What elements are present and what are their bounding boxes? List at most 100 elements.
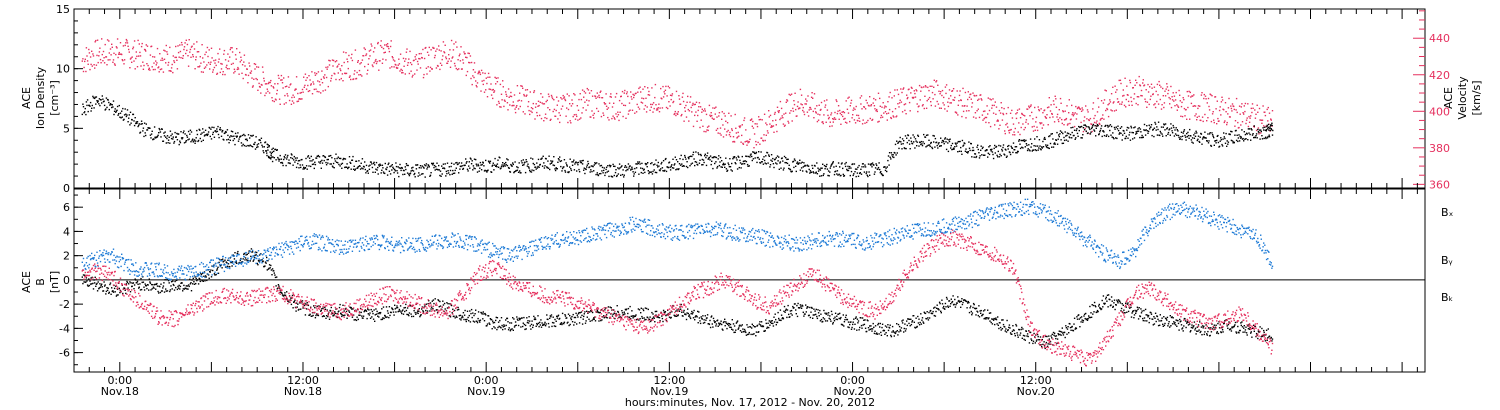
density-point (1155, 129, 1157, 131)
velocity-point (1208, 109, 1211, 111)
bx-point (315, 314, 317, 317)
velocity-point (685, 116, 688, 118)
density-point (518, 162, 520, 164)
velocity-point (893, 116, 895, 118)
velocity-point (908, 88, 910, 90)
density-point (928, 139, 930, 141)
bx-point (270, 269, 273, 271)
velocity-point (574, 94, 576, 96)
velocity-point (119, 53, 121, 55)
density-point (516, 166, 518, 168)
velocity-point (269, 81, 271, 84)
density-point (687, 166, 689, 169)
velocity-point (1218, 120, 1220, 122)
bx-point (258, 260, 260, 263)
velocity-point (146, 63, 148, 65)
density-point (457, 163, 459, 165)
bx-point (288, 301, 290, 303)
density-point (1174, 133, 1177, 135)
density-point (702, 164, 704, 166)
bx-point (564, 315, 567, 317)
velocity-point (655, 104, 657, 106)
bx-point (281, 294, 284, 296)
velocity-point (524, 113, 526, 115)
velocity-point (696, 120, 698, 122)
bx-point (125, 292, 127, 295)
velocity-point (888, 108, 891, 111)
bx-point (396, 306, 399, 309)
density-point (1130, 127, 1133, 129)
velocity-point (965, 110, 968, 112)
velocity-point (1086, 109, 1089, 111)
velocity-point (115, 53, 117, 56)
velocity-point (476, 82, 479, 84)
density-point (975, 155, 978, 158)
velocity-point (1003, 107, 1005, 110)
bx-point (284, 294, 287, 296)
density-point (326, 158, 328, 161)
density-point (214, 130, 217, 132)
density-point (830, 164, 833, 166)
density-point (217, 125, 219, 128)
bx-point (422, 311, 425, 313)
density-point (1243, 140, 1245, 142)
density-point (270, 154, 272, 156)
density-point (768, 154, 770, 156)
velocity-point (659, 107, 661, 109)
density-point (450, 165, 452, 168)
density-point (175, 136, 177, 138)
density-point (1129, 139, 1132, 141)
density-point (300, 166, 302, 169)
density-point (480, 169, 483, 171)
density-point (913, 141, 915, 143)
density-point (481, 163, 483, 166)
velocity-point (224, 73, 226, 76)
density-point (373, 161, 375, 164)
density-point (977, 144, 979, 146)
density-point (1021, 139, 1023, 142)
velocity-point (974, 95, 976, 97)
density-point (286, 158, 288, 160)
density-point (1270, 128, 1272, 130)
velocity-point (109, 48, 112, 50)
velocity-point (331, 59, 334, 61)
bx-point (348, 310, 350, 312)
density-point (831, 163, 833, 165)
bx-point (255, 254, 257, 256)
bx-point (436, 311, 439, 313)
velocity-point (1174, 105, 1176, 107)
density-point (955, 143, 957, 145)
bx-point (200, 272, 202, 275)
velocity-point (977, 108, 979, 110)
density-point (434, 169, 436, 171)
velocity-point (1213, 121, 1215, 124)
bx-point (524, 324, 527, 327)
density-point (1102, 130, 1105, 132)
density-point (671, 167, 674, 169)
velocity-point (896, 115, 898, 117)
bx-point (340, 312, 342, 314)
bx-point (421, 308, 423, 310)
velocity-point (270, 85, 273, 87)
bx-point (234, 252, 236, 254)
density-point (391, 169, 393, 171)
density-point (738, 166, 740, 169)
density-point (138, 124, 140, 127)
velocity-point (793, 100, 795, 102)
velocity-point (1241, 103, 1243, 105)
density-point (900, 143, 903, 145)
velocity-point (1099, 123, 1101, 125)
density-point (111, 104, 113, 106)
velocity-point (469, 55, 472, 57)
density-point (131, 119, 133, 121)
velocity-point (1076, 107, 1079, 110)
bx-point (522, 322, 524, 324)
density-point (495, 165, 497, 167)
velocity-point (1123, 104, 1126, 107)
velocity-point (364, 48, 366, 51)
velocity-point (158, 66, 160, 68)
velocity-point (265, 92, 267, 94)
velocity-point (813, 93, 816, 95)
velocity-point (557, 118, 559, 120)
density-point (525, 159, 527, 161)
